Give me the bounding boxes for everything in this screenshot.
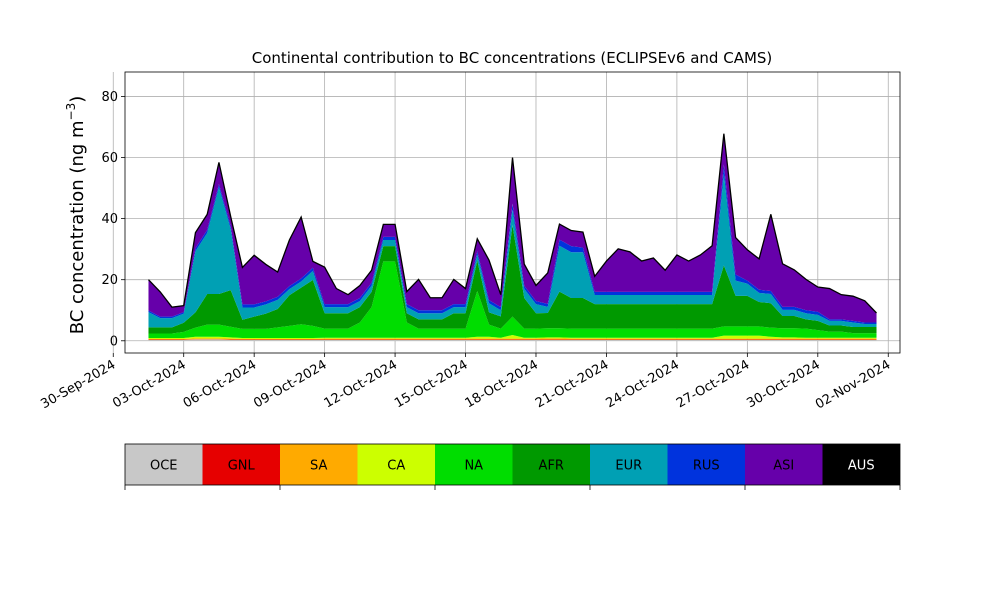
legend-label-oce: OCE [150, 459, 178, 474]
y-axis-label-close: ) [67, 96, 88, 103]
x-tick-label: 18-Oct-2024 [463, 357, 541, 411]
x-axis: 30-Sep-202403-Oct-202406-Oct-202409-Oct-… [38, 353, 893, 412]
area-afr [148, 225, 877, 334]
x-tick-label: 03-Oct-2024 [110, 357, 188, 411]
legend-label-na: NA [464, 459, 483, 474]
legend-swatch-sa [280, 444, 358, 485]
y-tick-label: 60 [101, 151, 118, 166]
legend-swatch-oce [125, 444, 203, 485]
legend-label-afr: AFR [539, 459, 564, 474]
legend-label-eur: EUR [615, 459, 642, 474]
area-gnl [148, 339, 877, 340]
legend-frame [124, 443, 901, 486]
x-tick-label: 21-Oct-2024 [533, 357, 611, 411]
area-na [148, 261, 877, 339]
x-tick-label: 24-Oct-2024 [604, 357, 682, 411]
area-sa [148, 338, 877, 340]
y-tick-label: 20 [101, 273, 118, 288]
y-axis-label-text: BC concentration (ng m [67, 120, 88, 334]
stacked-areas [148, 133, 877, 341]
area-eur [148, 173, 877, 328]
legend-label-sa: SA [310, 459, 327, 474]
legend-label-gnl: GNL [228, 459, 256, 474]
legend-swatch-aus [822, 444, 900, 485]
x-tick-label: 30-Oct-2024 [744, 357, 822, 411]
area-ca [148, 334, 877, 339]
legend-swatch-gnl [202, 444, 280, 485]
x-tick-label: 09-Oct-2024 [251, 357, 329, 411]
y-axis: 0 20 40 60 80 [101, 90, 125, 349]
total-outline [148, 133, 877, 314]
y-tick-label: 80 [101, 90, 118, 105]
y-tick-label: 0 [110, 334, 118, 349]
legend-label-aus: AUS [848, 459, 875, 474]
legend-swatch-ca [357, 444, 435, 485]
x-tick-label: 15-Oct-2024 [392, 357, 470, 411]
x-tick-label: 30-Sep-2024 [38, 357, 118, 412]
chart-title: Continental contribution to BC concentra… [252, 49, 773, 67]
legend-swatch-rus [667, 444, 745, 485]
plot-frame [124, 71, 901, 354]
x-tick-label: 06-Oct-2024 [181, 357, 259, 411]
legend-swatch-afr [512, 444, 590, 485]
legend-label-ca: CA [387, 459, 405, 474]
legend-swatch-asi [745, 444, 823, 485]
legend-colorbar: OCE GNL SA CA NA AFR EUR RUS ASI AUS [124, 443, 901, 490]
x-tick-label: 02-Nov-2024 [813, 357, 893, 412]
x-tick-label: 27-Oct-2024 [674, 357, 752, 411]
x-tick-label: 12-Oct-2024 [322, 357, 400, 411]
y-tick-label: 40 [101, 212, 118, 227]
area-asi [148, 134, 877, 323]
legend-label-asi: ASI [773, 459, 794, 474]
y-axis-label-unit: −3 [64, 103, 78, 121]
y-axis-label: BC concentration (ng m−3) [64, 96, 88, 335]
legend-swatch-eur [590, 444, 668, 485]
legend-label-rus: RUS [693, 459, 720, 474]
area-oce [148, 339, 877, 341]
legend-swatch-na [435, 444, 513, 485]
